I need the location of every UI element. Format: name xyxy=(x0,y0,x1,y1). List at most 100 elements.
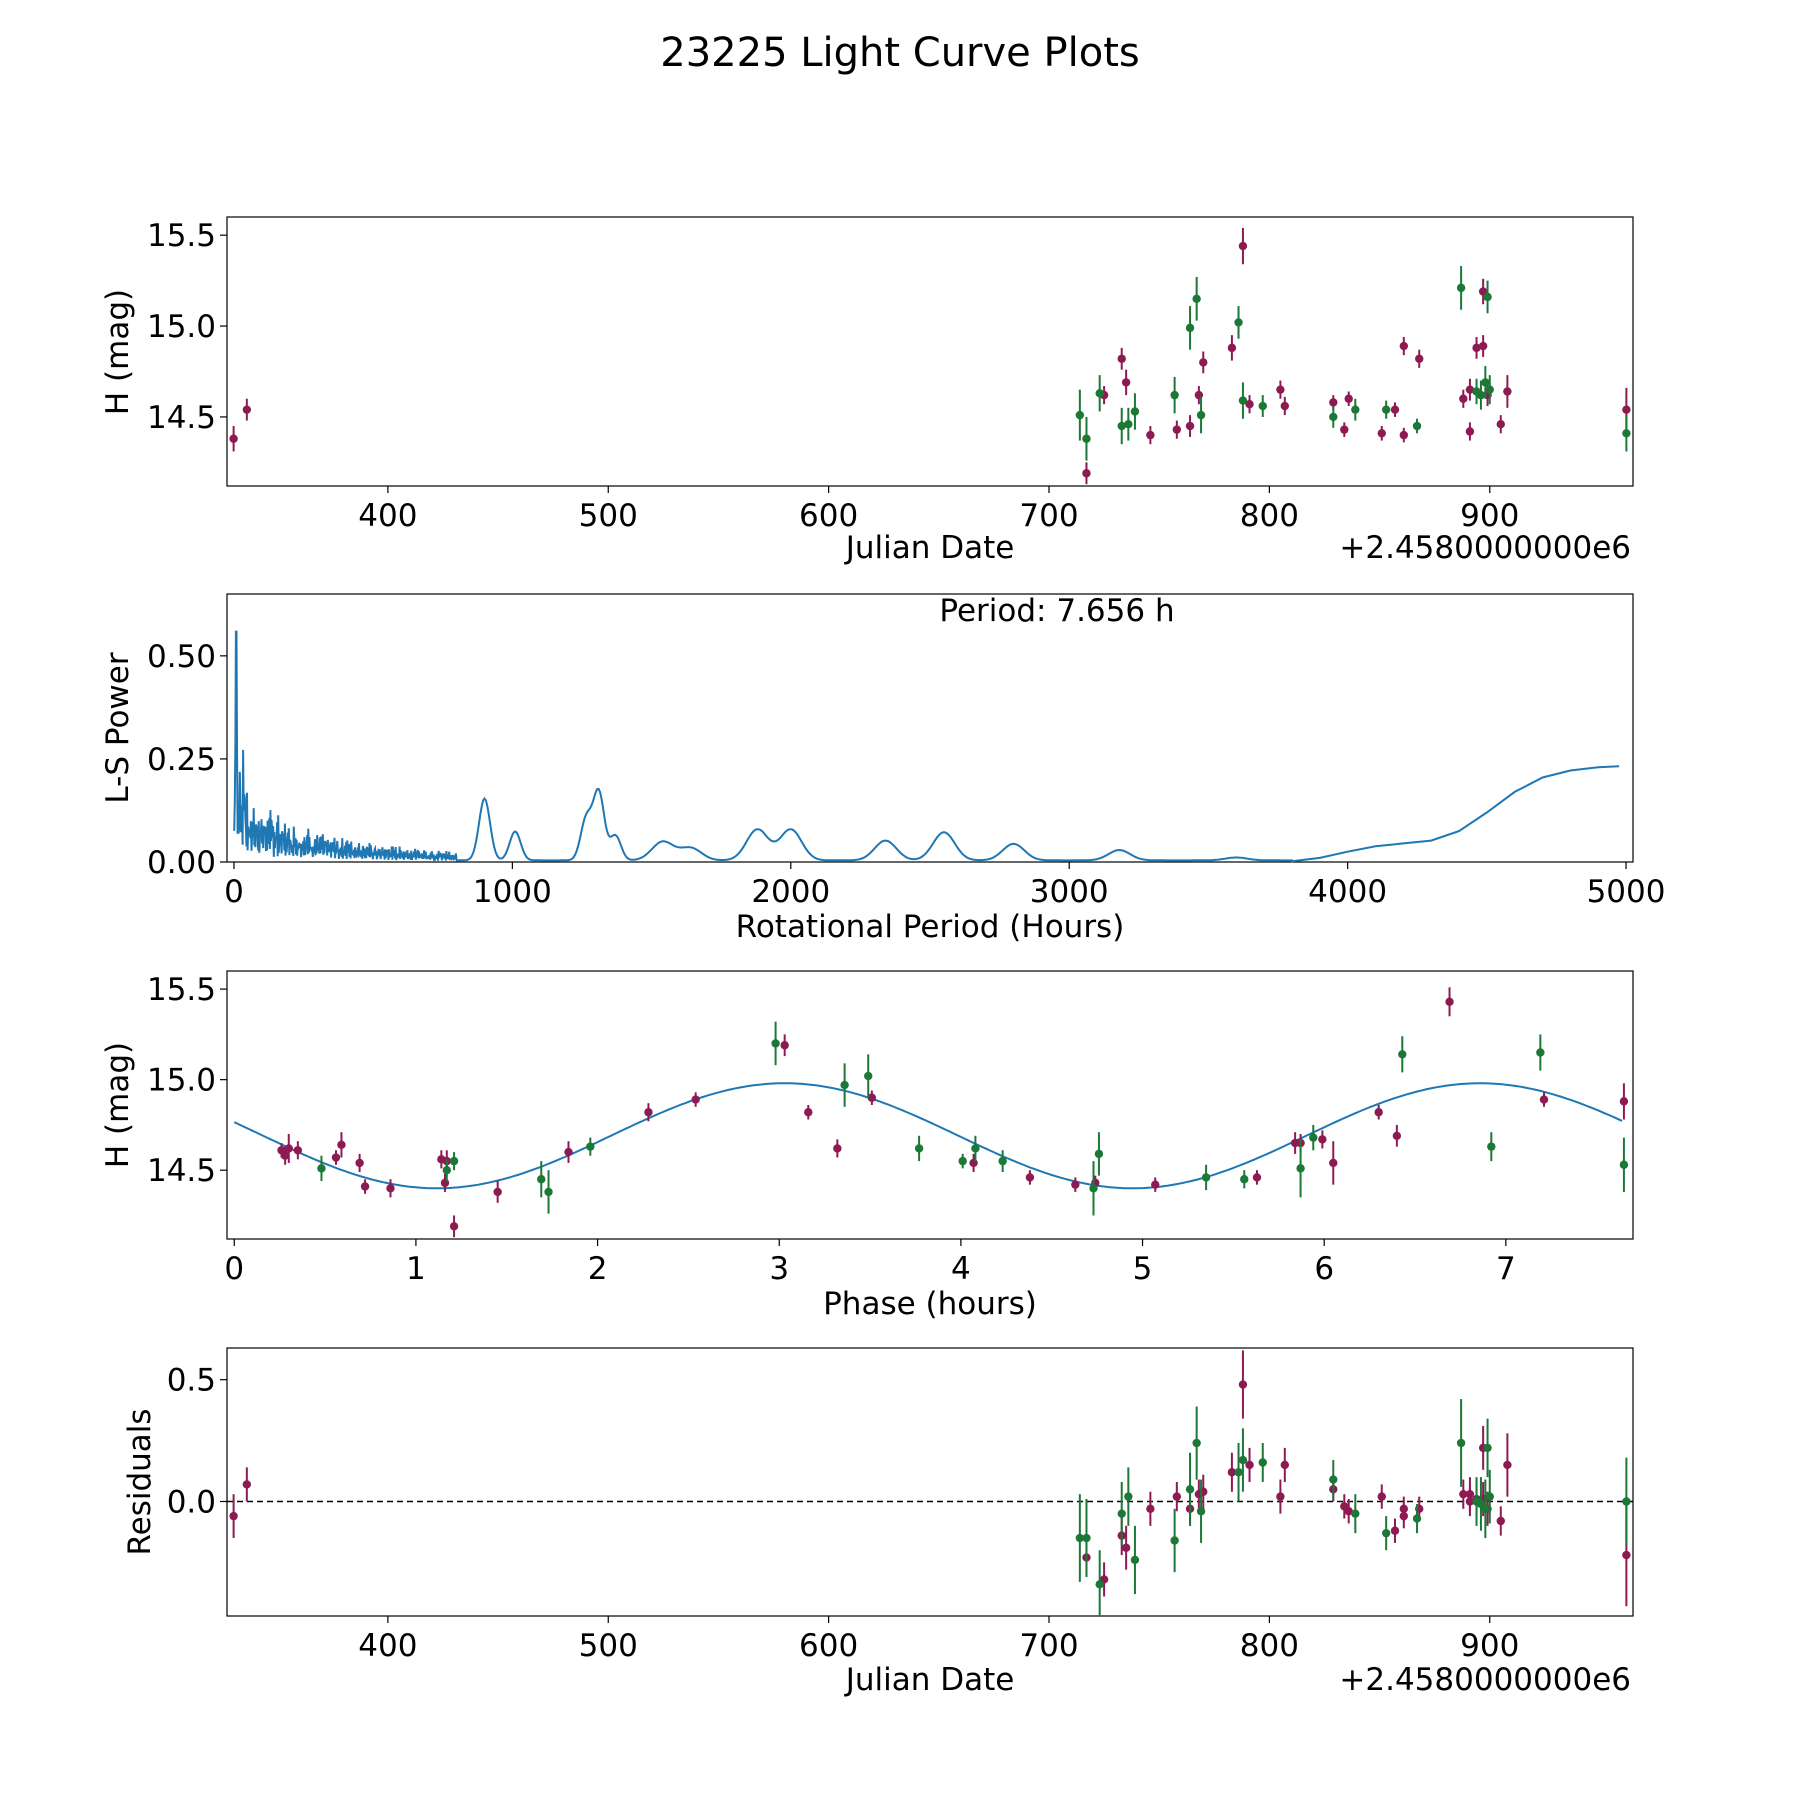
data-point xyxy=(442,1165,452,1175)
data-point xyxy=(1344,1507,1353,1516)
data-point xyxy=(1415,354,1424,363)
data-point xyxy=(1201,1173,1211,1182)
data-point xyxy=(1124,420,1133,429)
data-point xyxy=(1172,1492,1182,1501)
x-tick-label: 4000 xyxy=(1308,874,1387,910)
data-point xyxy=(1117,354,1126,363)
periodogram-line xyxy=(233,630,1620,863)
x-tick-label: 400 xyxy=(358,498,417,534)
data-point xyxy=(1496,1516,1505,1526)
plot-area-frame xyxy=(226,216,1634,487)
data-point xyxy=(1075,1533,1085,1543)
data-point xyxy=(386,1184,395,1193)
data-point xyxy=(1539,1095,1549,1104)
x-tick-label: 800 xyxy=(1240,498,1299,534)
data-point xyxy=(914,1144,924,1153)
x-tick-label: 5000 xyxy=(1587,874,1666,910)
data-point xyxy=(449,1156,459,1166)
data-point xyxy=(1252,1173,1262,1182)
data-point xyxy=(1329,1475,1338,1484)
data-point xyxy=(1234,1468,1243,1477)
data-point xyxy=(1381,405,1391,414)
data-point xyxy=(1280,401,1290,411)
data-point xyxy=(1238,1455,1248,1465)
plot-area-frame xyxy=(226,970,1634,1240)
data-point xyxy=(864,1071,873,1081)
x-tick-label: 1000 xyxy=(473,874,552,910)
panel-phase-folded: 0 1 2 3 4 5 6 7 14.5 15.0 15.5 Phase (hours) H (ma… xyxy=(100,970,1634,1322)
data-point xyxy=(1476,390,1486,400)
data-point xyxy=(449,1222,459,1231)
data-point xyxy=(242,405,252,414)
data-point xyxy=(317,1164,326,1173)
data-point xyxy=(1344,394,1353,403)
data-point xyxy=(1309,1133,1318,1142)
data-point xyxy=(355,1158,364,1168)
data-point xyxy=(1390,1526,1400,1535)
x-axis-label: Rotational Period (Hours) xyxy=(736,909,1125,945)
plot-area-frame xyxy=(226,1347,1634,1617)
data-point xyxy=(1399,1504,1409,1514)
data-point xyxy=(1412,1514,1422,1523)
data-point xyxy=(1459,394,1468,403)
data-point xyxy=(1622,1497,1631,1506)
data-point xyxy=(1472,343,1481,353)
y-axis-label: L-S Power xyxy=(100,652,136,803)
data-marks xyxy=(227,1350,1633,1616)
y-axis-label: H (mag) xyxy=(100,1042,136,1168)
data-point xyxy=(1465,427,1475,436)
panel-ls-periodogram: 0 1000 2000 3000 4000 5000 0.00 0.25 0.50 Rotati… xyxy=(100,593,1665,945)
data-point xyxy=(1483,292,1492,302)
x-tick-label: 7 xyxy=(1496,1251,1516,1287)
data-point xyxy=(242,1480,252,1489)
data-point xyxy=(1276,1492,1285,1501)
data-point xyxy=(1329,398,1338,407)
x-tick-label: 4 xyxy=(951,1251,971,1287)
data-point xyxy=(1351,1509,1360,1518)
data-point xyxy=(1619,1160,1629,1169)
x-tick-label: 1 xyxy=(406,1251,426,1287)
data-point xyxy=(1318,1135,1327,1144)
data-point xyxy=(1071,1180,1080,1189)
data-point xyxy=(360,1182,370,1191)
x-axis-label: Julian Date xyxy=(844,1662,1015,1698)
data-point xyxy=(1503,1460,1512,1470)
data-point xyxy=(1445,997,1454,1006)
x-tick-label: 900 xyxy=(1460,1628,1519,1664)
data-point xyxy=(229,1511,238,1521)
y-tick-label: 0.00 xyxy=(147,845,216,881)
data-point xyxy=(1622,405,1631,414)
data-point xyxy=(284,1144,293,1153)
x-offset-label: +2.4580000000e6 xyxy=(1339,530,1631,566)
y-tick-label: 0.5 xyxy=(167,1363,216,1399)
data-point xyxy=(1483,1443,1492,1453)
data-point xyxy=(1124,1492,1133,1501)
y-tick-label: 0.25 xyxy=(147,742,216,778)
x-tick-label: 0 xyxy=(224,1251,244,1287)
data-point xyxy=(1377,1492,1386,1501)
data-point xyxy=(1503,387,1512,396)
data-point xyxy=(780,1041,789,1050)
y-tick-label: 15.5 xyxy=(147,218,216,254)
x-tick-label: 600 xyxy=(799,498,858,534)
data-point xyxy=(1170,390,1179,400)
data-point xyxy=(804,1108,813,1117)
data-point xyxy=(1536,1048,1545,1057)
x-offset-label: +2.4580000000e6 xyxy=(1339,1662,1631,1698)
data-point xyxy=(1245,1460,1254,1470)
data-point xyxy=(1465,1489,1475,1499)
y-tick-label: 0.0 xyxy=(167,1484,216,1520)
data-point xyxy=(337,1140,346,1150)
data-point xyxy=(1130,407,1140,416)
data-point xyxy=(771,1039,780,1048)
data-point xyxy=(1329,412,1338,422)
y-tick-label: 15.0 xyxy=(147,1063,216,1099)
data-point xyxy=(1199,358,1208,367)
data-point xyxy=(1496,420,1505,429)
data-point xyxy=(1485,385,1494,394)
data-point xyxy=(1487,1142,1496,1151)
data-point xyxy=(691,1095,700,1104)
x-tick-label: 0 xyxy=(224,874,244,910)
x-tick-label: 500 xyxy=(579,1628,638,1664)
x-tick-label: 2 xyxy=(588,1251,608,1287)
